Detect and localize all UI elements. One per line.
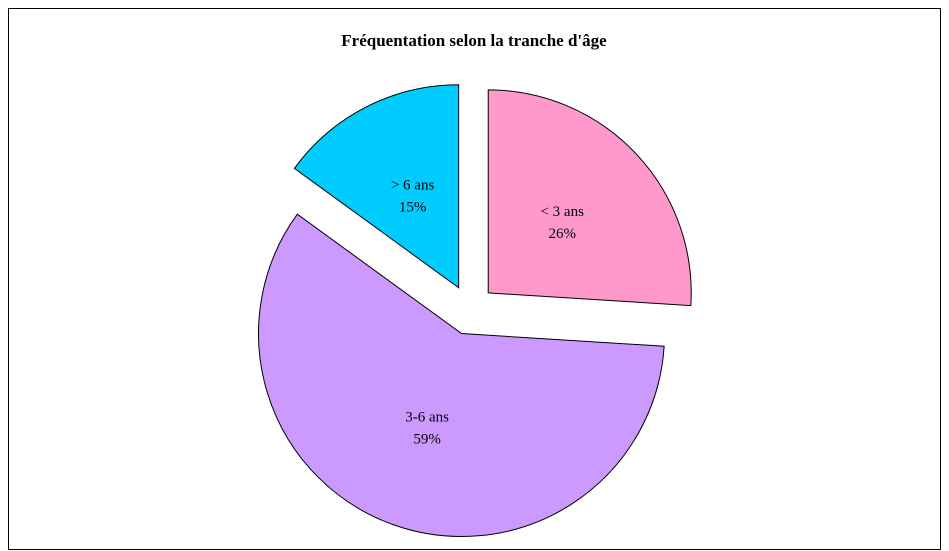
slice-value-label: 26% bbox=[548, 226, 576, 242]
slice-value-label: 59% bbox=[413, 431, 441, 447]
pie-slice bbox=[293, 84, 460, 289]
slice-category-label: 3-6 ans bbox=[405, 409, 449, 425]
slice-category-label: < 3 ans bbox=[540, 204, 584, 220]
chart-title: Fréquentation selon la tranche d'âge bbox=[341, 31, 607, 50]
slice-category-label: > 6 ans bbox=[391, 178, 435, 194]
pie-slice bbox=[258, 213, 665, 538]
pie-slice bbox=[487, 89, 692, 307]
slice-value-label: 15% bbox=[399, 200, 427, 216]
